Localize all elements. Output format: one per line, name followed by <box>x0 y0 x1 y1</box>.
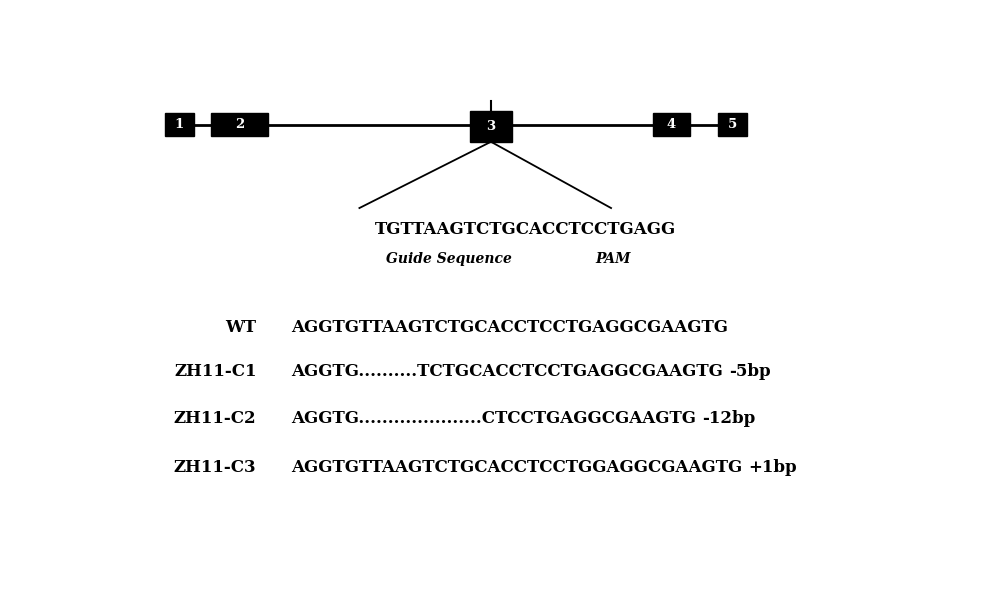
Bar <box>653 113 690 136</box>
Text: 3: 3 <box>486 120 496 133</box>
Bar <box>165 113 194 136</box>
Text: 1: 1 <box>175 118 184 131</box>
Text: 2: 2 <box>234 118 244 131</box>
Bar <box>718 113 747 136</box>
Bar <box>470 112 512 142</box>
Text: AGGTG..........TCTGCACCTCCTGAGGCGAAGTG: AGGTG..........TCTGCACCTCCTGAGGCGAAGTG <box>291 363 722 380</box>
Text: 5: 5 <box>728 118 737 131</box>
Text: PAM: PAM <box>596 252 632 267</box>
Text: AGGTGTTAAGTCTGCACCTCCTGGAGGCGAAGTG: AGGTGTTAAGTCTGCACCTCCTGGAGGCGAAGTG <box>291 459 742 476</box>
Text: TGTTAAGTCTGCACCTCCTGAGG: TGTTAAGTCTGCACCTCCTGAGG <box>375 221 676 238</box>
Bar <box>211 113 268 136</box>
Text: ZH11-C1: ZH11-C1 <box>174 363 257 380</box>
Text: WT: WT <box>225 319 257 336</box>
Text: +1bp: +1bp <box>748 459 797 476</box>
Text: ZH11-C3: ZH11-C3 <box>174 459 257 476</box>
Text: Guide Sequence: Guide Sequence <box>386 252 512 267</box>
Text: 4: 4 <box>667 118 676 131</box>
Text: AGGTG.....................CTCCTGAGGCGAAGTG: AGGTG.....................CTCCTGAGGCGAAG… <box>291 410 696 427</box>
Text: -12bp: -12bp <box>702 410 755 427</box>
Text: AGGTGTTAAGTCTGCACCTCCTGAGGCGAAGTG: AGGTGTTAAGTCTGCACCTCCTGAGGCGAAGTG <box>291 319 728 336</box>
Text: -5bp: -5bp <box>729 363 770 380</box>
Text: ZH11-C2: ZH11-C2 <box>174 410 257 427</box>
